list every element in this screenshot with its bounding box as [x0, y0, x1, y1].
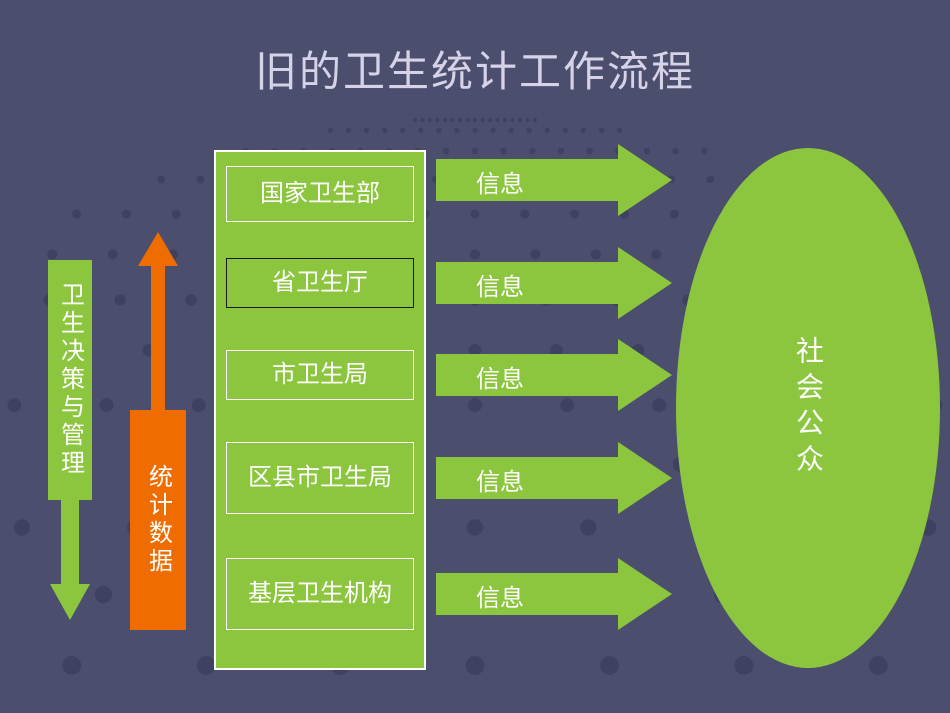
info-arrow-icon	[436, 247, 672, 319]
info-arrow-icon	[436, 144, 672, 216]
slide-stage: 旧的卫生统计工作流程 卫生决策与管理 统计数据 国家卫生部省卫生厅市卫生局区县市…	[0, 0, 950, 713]
public-ellipse-label: 社会公众	[788, 336, 828, 480]
info-arrow-icon	[436, 558, 672, 630]
info-arrow-icon	[436, 442, 672, 514]
info-arrow-icon	[436, 339, 672, 411]
public-ellipse: 社会公众	[676, 148, 940, 668]
